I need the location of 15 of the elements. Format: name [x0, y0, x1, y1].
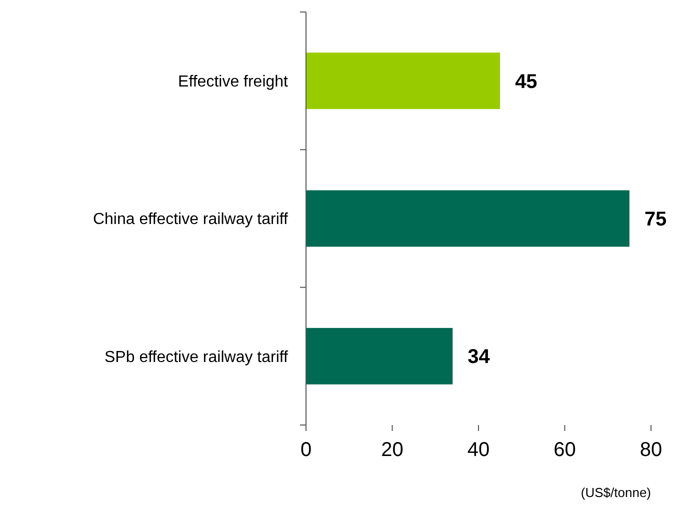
data-label: 75: [644, 208, 667, 230]
data-label: 45: [515, 70, 538, 93]
y-tick-label: SPb effective railway tariff: [104, 348, 289, 366]
bar: [306, 52, 500, 110]
x-tick-label: 60: [554, 439, 576, 461]
x-tick-label: 0: [300, 439, 312, 461]
bar: [306, 190, 630, 247]
x-tick-label: 80: [640, 439, 662, 461]
data-label: 34: [468, 346, 491, 368]
x-tick-label: 20: [381, 439, 404, 461]
bar: [306, 328, 453, 384]
x-tick-label: 40: [467, 439, 490, 461]
y-tick-label: China effective railway tariff: [92, 211, 289, 228]
y-tick-label: Effective freight: [178, 73, 289, 90]
x-axis-title: (US$/tonne): [580, 485, 651, 500]
